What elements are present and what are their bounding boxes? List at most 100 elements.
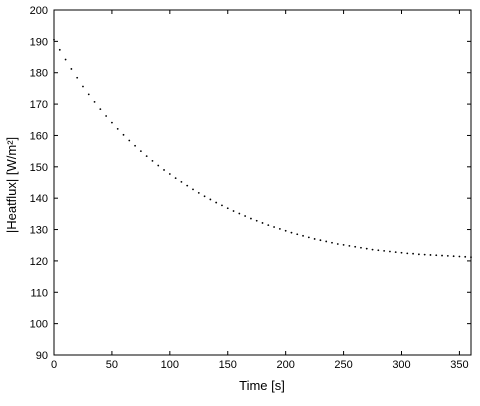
data-point [180,180,183,183]
data-point [87,93,90,96]
data-point [267,224,270,227]
data-point [255,219,258,222]
axis-ticks: 0 50 100 150 200 250 300 350 90 100 110 120 130 140 15… [30,5,471,371]
data-point [134,144,136,147]
data-point [377,249,380,252]
y-tick-label: 100 [30,319,48,331]
data-point [226,207,229,210]
data-point [105,115,108,117]
data-point [429,254,432,256]
data-point [64,58,67,61]
x-tick-label: 300 [392,359,410,371]
data-point [452,255,455,258]
y-tick-label: 160 [30,130,48,142]
data-point [313,238,316,240]
data-point [290,231,293,234]
x-tick-label: 200 [276,359,294,371]
data-point [215,201,218,204]
data-point [278,228,281,230]
x-axis-label: Time [s] [239,378,285,393]
data-point [336,243,339,245]
data-point [296,233,299,236]
data-point [261,222,264,224]
data-point [406,252,409,255]
data-point [307,236,310,239]
y-axis-label: |Heatflux| [W/m²] [4,137,19,233]
plot-frame [53,9,472,356]
data-point [383,249,386,252]
data-point [458,255,461,258]
y-tick-label: 130 [30,225,48,237]
data-point [58,48,61,51]
data-point [128,139,131,142]
data-point [238,212,241,215]
y-tick-label: 90 [36,350,48,362]
data-point [192,188,194,191]
y-tick-label: 110 [30,287,48,299]
x-tick-label: 150 [219,359,237,371]
data-point [139,150,142,153]
y-tick-label: 120 [30,256,48,268]
data-point [53,38,55,41]
data-point [250,217,252,220]
data-point [348,244,351,247]
data-point [412,252,414,255]
data-point [244,215,247,217]
data-point [441,254,443,257]
data-point [122,133,125,136]
x-tick-label: 250 [334,359,352,371]
x-tick-label: 0 [51,359,57,371]
data-series [53,38,472,259]
data-point [331,241,333,244]
data-point [163,169,165,171]
data-point [111,121,113,124]
y-tick-label: 190 [30,36,48,48]
data-point [203,195,206,198]
data-point [82,85,84,88]
data-point [354,245,357,248]
data-point [168,173,171,175]
data-point [319,239,322,242]
data-point [232,210,235,212]
x-tick-label: 350 [450,359,468,371]
data-point [423,253,426,256]
data-point [417,253,420,256]
data-point [116,127,119,130]
data-point [394,251,397,254]
data-point [342,244,345,246]
data-point [197,191,200,194]
data-point [157,164,160,167]
data-point [76,76,79,79]
data-point [273,226,275,228]
y-tick-label: 140 [30,193,48,205]
data-point [93,101,96,103]
y-tick-label: 180 [30,68,48,80]
x-tick-label: 50 [106,359,118,371]
data-point [145,155,148,158]
data-point [365,247,368,250]
data-point [186,184,189,187]
data-point [151,159,154,162]
data-point [284,229,287,232]
x-tick-label: 100 [161,359,179,371]
data-point [470,256,472,259]
data-point [400,251,403,254]
data-point [360,246,362,249]
data-point [99,108,102,111]
y-tick-label: 170 [30,99,48,111]
data-point [174,177,177,180]
y-tick-label: 150 [30,162,48,174]
y-tick-label: 200 [30,5,48,17]
data-point [325,240,328,243]
data-point [70,68,73,70]
data-point [209,198,212,201]
data-point [221,204,223,207]
data-point [389,250,391,253]
data-point [302,234,304,237]
data-point [464,255,467,258]
data-point [435,254,438,257]
data-point [446,254,449,257]
data-point [371,248,374,251]
